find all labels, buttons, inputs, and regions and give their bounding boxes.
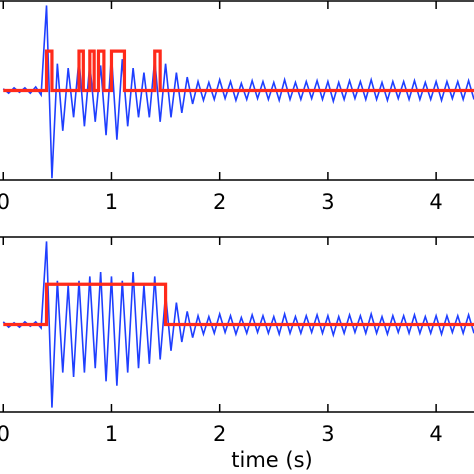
signal-line	[3, 49, 474, 93]
x-tick-label: 3	[321, 422, 334, 446]
x-axis-label: time (s)	[231, 448, 312, 472]
x-tick-label: 1	[105, 422, 118, 446]
x-tick-label: 0	[0, 422, 10, 446]
x-tick-label: 4	[429, 422, 442, 446]
x-tick-label: 2	[213, 422, 226, 446]
plot-frame	[0, 236, 474, 413]
plot-frame	[0, 0, 474, 181]
x-tick-label: 1	[105, 190, 118, 214]
x-tick-label: 4	[429, 190, 442, 214]
x-tick-label: 0	[0, 190, 10, 214]
x-tick-label: 3	[321, 190, 334, 214]
x-tick-label: 2	[213, 190, 226, 214]
signal-line	[3, 282, 474, 327]
